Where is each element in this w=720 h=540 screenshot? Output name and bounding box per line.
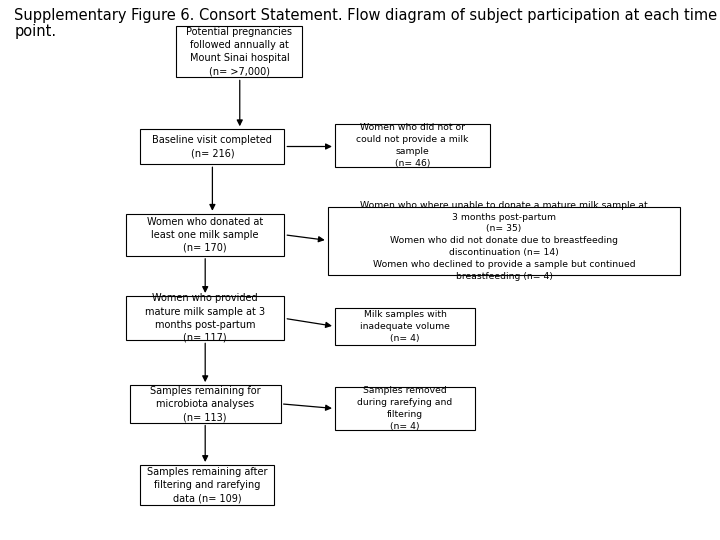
Text: Samples remaining for
microbiota analyses
(n= 113): Samples remaining for microbiota analyse… — [150, 386, 261, 422]
FancyBboxPatch shape — [335, 124, 490, 167]
FancyBboxPatch shape — [328, 207, 680, 275]
Text: Women who where unable to donate a mature milk sample at
3 months post-partum
(n: Women who where unable to donate a matur… — [360, 201, 648, 281]
FancyBboxPatch shape — [126, 296, 284, 340]
Text: Baseline visit completed
(n= 216): Baseline visit completed (n= 216) — [153, 135, 272, 158]
Text: point.: point. — [14, 24, 57, 39]
FancyBboxPatch shape — [130, 385, 281, 423]
Text: Supplementary Figure 6. Consort Statement. Flow diagram of subject participation: Supplementary Figure 6. Consort Statemen… — [14, 8, 718, 23]
FancyBboxPatch shape — [176, 26, 302, 77]
Text: Women who provided
mature milk sample at 3
months post-partum
(n= 117): Women who provided mature milk sample at… — [145, 293, 265, 343]
FancyBboxPatch shape — [126, 214, 284, 256]
Text: Potential pregnancies
followed annually at
Mount Sinai hospital
(n= >7,000): Potential pregnancies followed annually … — [186, 27, 292, 77]
Text: Milk samples with
inadequate volume
(n= 4): Milk samples with inadequate volume (n= … — [360, 310, 450, 343]
FancyBboxPatch shape — [335, 387, 475, 430]
Text: Women who donated at
least one milk sample
(n= 170): Women who donated at least one milk samp… — [147, 217, 264, 253]
FancyBboxPatch shape — [335, 308, 475, 345]
Text: Samples remaining after
filtering and rarefying
data (n= 109): Samples remaining after filtering and ra… — [147, 467, 267, 503]
Text: Women who did not or
could not provide a milk
sample
(n= 46): Women who did not or could not provide a… — [356, 123, 469, 168]
Text: Samples removed
during rarefying and
filtering
(n= 4): Samples removed during rarefying and fil… — [357, 386, 453, 431]
FancyBboxPatch shape — [140, 465, 274, 505]
FancyBboxPatch shape — [140, 129, 284, 164]
